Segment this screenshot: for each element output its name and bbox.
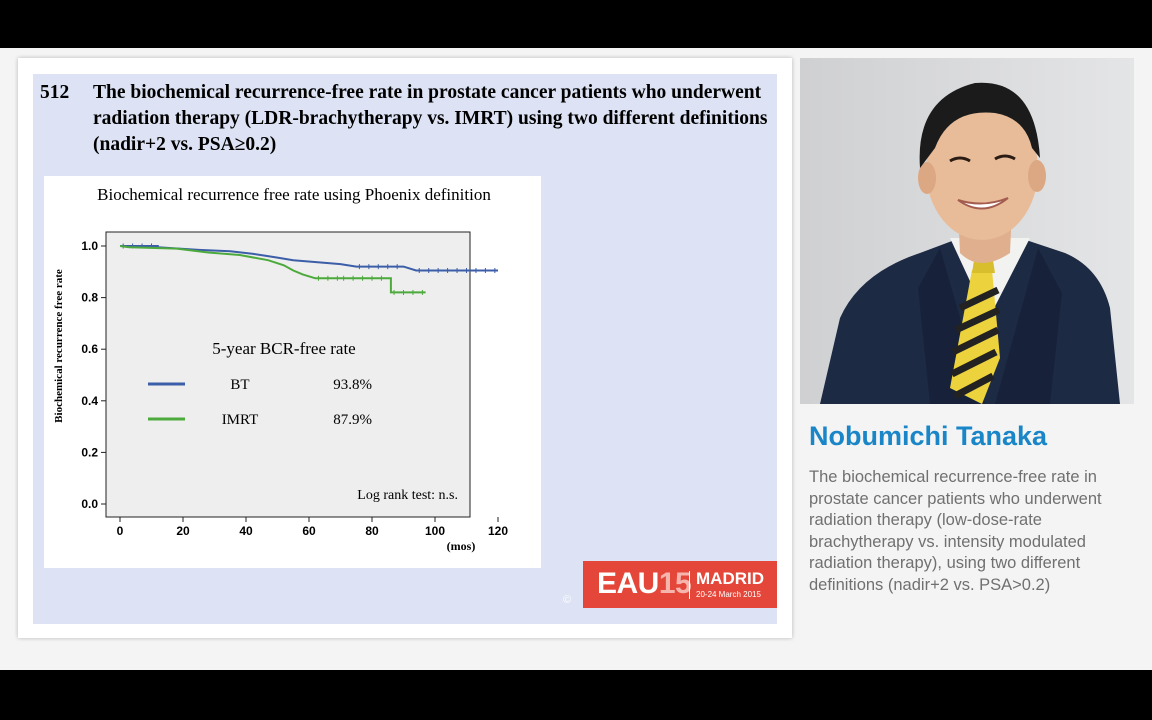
y-tick-label: 0.4	[81, 394, 98, 408]
x-tick-label: 40	[239, 524, 253, 538]
chart-title: Biochemical recurrence free rate using P…	[97, 185, 491, 204]
copyright-mark: ©	[563, 594, 572, 606]
logo-city: MADRID	[696, 569, 764, 588]
series-line-imrt	[119, 245, 426, 294]
eau15-madrid-logo: EAU15 MADRID 20-24 March 2015	[583, 561, 777, 608]
eau-logo-text: EAU15	[597, 567, 692, 600]
legend-title: 5-year BCR-free rate	[212, 339, 355, 358]
legend-label-bt: BT	[230, 377, 249, 393]
legend-rate-imrt: 87.9%	[333, 412, 372, 428]
log-rank-annotation: Log rank test: n.s.	[357, 488, 458, 503]
x-axis-label: (mos)	[447, 539, 476, 553]
logo-dates: 20-24 March 2015	[696, 590, 761, 599]
x-tick-label: 20	[176, 524, 190, 538]
legend-label-imrt: IMRT	[222, 412, 259, 428]
legend-rate-bt: 93.8%	[333, 377, 372, 393]
y-tick-label: 0.6	[81, 342, 98, 356]
y-tick-label: 0.8	[81, 291, 98, 305]
speaker-photo	[800, 58, 1134, 404]
x-tick-label: 80	[365, 524, 379, 538]
speaker-description: The biochemical recurrence-free rate in …	[809, 468, 1102, 594]
speaker-name: Nobumichi Tanaka	[809, 421, 1048, 451]
logo-divider	[689, 571, 690, 599]
y-tick-label: 1.0	[81, 239, 98, 253]
speaker-portrait-image	[800, 58, 1134, 404]
abstract-title: The biochemical recurrence-free rate in …	[93, 82, 768, 155]
kaplan-meier-chart: Biochemical recurrence free rate using P…	[53, 185, 508, 553]
x-tick-label: 100	[425, 524, 445, 538]
x-tick-label: 120	[488, 524, 508, 538]
x-tick-label: 60	[302, 524, 316, 538]
y-tick-label: 0.0	[81, 497, 98, 511]
plot-area	[105, 231, 471, 518]
y-axis-label: Biochemical recurrence free rate	[53, 269, 65, 423]
y-tick-label: 0.2	[81, 445, 98, 459]
x-tick-label: 0	[117, 524, 124, 538]
chart-panel: Biochemical recurrence free rate using P…	[44, 176, 541, 568]
abstract-number: 512	[40, 82, 70, 103]
